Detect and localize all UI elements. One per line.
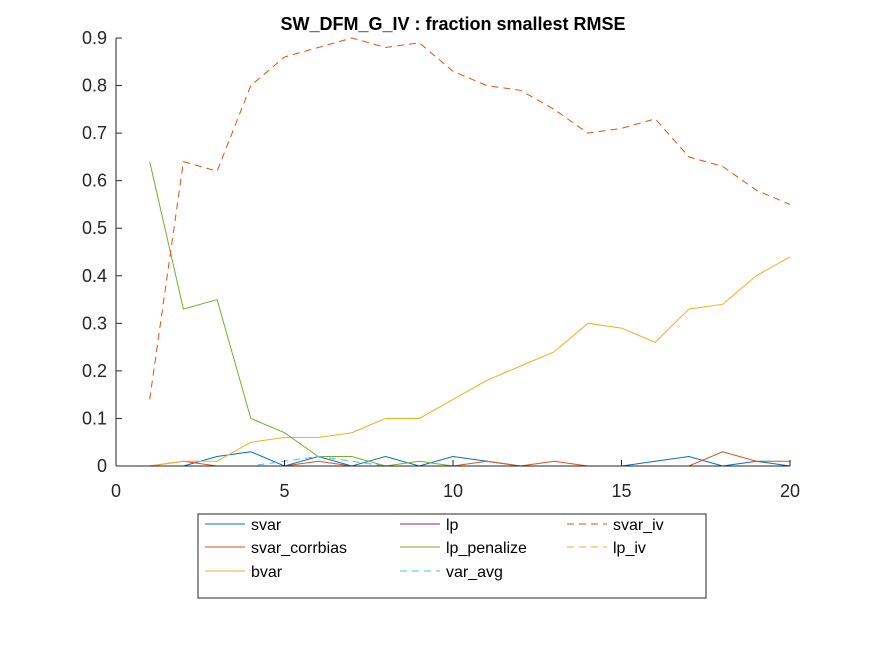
y-tick-label: 0.1 bbox=[82, 408, 107, 428]
y-tick-label: 0.8 bbox=[82, 76, 107, 96]
legend-label-var-avg: var_avg bbox=[446, 564, 503, 581]
legend-label-lp-iv: lp_iv bbox=[613, 540, 646, 557]
series-line-svar-iv bbox=[149, 37, 791, 400]
plot-area bbox=[116, 38, 790, 466]
y-tick-label: 0.4 bbox=[82, 266, 107, 286]
plot-background bbox=[116, 38, 790, 466]
legend-label-svar-iv: svar_iv bbox=[613, 517, 664, 534]
legend-box bbox=[197, 513, 707, 599]
y-tick-label: 0.2 bbox=[82, 361, 107, 381]
y-tick-label: 0.9 bbox=[82, 28, 107, 48]
legend-label-lp-penalize: lp_penalize bbox=[446, 540, 527, 557]
series-line-svar bbox=[149, 451, 791, 467]
legend-label-svar: svar bbox=[251, 517, 282, 534]
x-tick-label: 10 bbox=[443, 481, 463, 501]
y-tick-label: 0.6 bbox=[82, 171, 107, 191]
x-tick-label: 20 bbox=[780, 481, 800, 501]
x-tick-label: 15 bbox=[611, 481, 631, 501]
x-tick-label: 0 bbox=[111, 481, 121, 501]
legend-label-svar-corrbias: svar_corrbias bbox=[251, 540, 347, 557]
axes-layer: 0 5 10 15 20 0 0.1 0.2 0.3 0.4 0.5 0.6 0.7 0.8 0.9 bbox=[82, 28, 800, 501]
legend-label-lp: lp bbox=[446, 517, 459, 534]
series-line-bvar bbox=[149, 256, 791, 467]
y-tick-label: 0.7 bbox=[82, 123, 107, 143]
x-tick-label: 5 bbox=[279, 481, 289, 501]
chart-title: SW_DFM_G_IV : fraction smallest RMSE bbox=[280, 14, 625, 34]
y-tick-label: 0.5 bbox=[82, 218, 107, 238]
y-tick-label: 0 bbox=[97, 456, 107, 476]
y-tick-label: 0.3 bbox=[82, 313, 107, 333]
legend-label-bvar: bvar bbox=[251, 564, 283, 581]
